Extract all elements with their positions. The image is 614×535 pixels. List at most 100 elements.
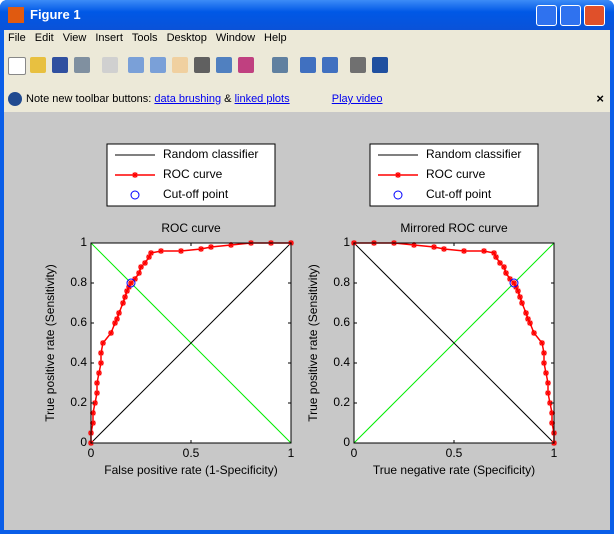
point-marker	[517, 294, 523, 300]
menu-item[interactable]: File	[8, 32, 26, 44]
axes-title: ROC curve	[161, 221, 221, 235]
minimize-button[interactable]	[536, 5, 557, 26]
tool-print[interactable]	[74, 57, 90, 73]
point-marker	[120, 300, 126, 306]
menu-item[interactable]: Tools	[132, 32, 158, 44]
x-axis-label: True negative rate (Specificity)	[373, 463, 535, 477]
page: Figure 1 File Edit View Insert Tools Desktop W…	[0, 0, 614, 534]
info-icon	[8, 92, 22, 106]
tool-pan[interactable]	[172, 57, 188, 73]
x-tick-label: 0.5	[446, 446, 463, 460]
legend-label: ROC curve	[163, 167, 223, 181]
x-tick-label: 1	[551, 446, 558, 460]
tool-new[interactable]	[8, 57, 26, 75]
tool-brush[interactable]	[238, 57, 254, 73]
window: Figure 1 File Edit View Insert Tools Desktop W…	[0, 0, 614, 534]
point-marker	[545, 380, 551, 386]
x-tick-label: 0.5	[183, 446, 200, 460]
point-marker	[503, 270, 509, 276]
menu-item[interactable]: View	[63, 32, 87, 44]
point-marker	[539, 340, 545, 346]
legend-label: ROC curve	[426, 167, 486, 181]
y-tick-label: 0.8	[70, 275, 87, 289]
legend-swatch-marker	[395, 172, 401, 178]
y-tick-label: 0.2	[333, 395, 350, 409]
y-tick-label: 0.6	[70, 315, 87, 329]
x-tick-label: 0	[351, 446, 358, 460]
point-marker	[481, 248, 487, 254]
point-marker	[531, 330, 537, 336]
x-axis-label: False positive rate (1-Specificity)	[104, 463, 277, 477]
point-marker	[491, 250, 497, 256]
point-marker	[94, 390, 100, 396]
maximize-button[interactable]	[560, 5, 581, 26]
tool-open[interactable]	[30, 57, 46, 73]
point-marker	[461, 248, 467, 254]
menu-bar: File Edit View Insert Tools Desktop Window Help	[4, 32, 292, 50]
y-tick-label: 0	[343, 435, 350, 449]
y-axis-label: True positive rate (Sensitivity)	[43, 264, 57, 422]
info-note: Note new toolbar buttons:	[26, 93, 151, 105]
window-title: Figure 1	[30, 7, 81, 22]
link-data-brushing[interactable]: data brushing	[154, 93, 221, 105]
y-tick-label: 0.8	[333, 275, 350, 289]
tool-rotate[interactable]	[194, 57, 210, 73]
point-marker	[431, 244, 437, 250]
toolbar	[4, 52, 610, 78]
y-tick-label: 0.2	[70, 395, 87, 409]
link-play-video[interactable]: Play video	[332, 93, 383, 105]
point-marker	[497, 260, 503, 266]
y-tick-label: 0.6	[333, 315, 350, 329]
y-tick-label: 1	[80, 235, 87, 249]
menu-item[interactable]: Desktop	[167, 32, 207, 44]
tool-datacursor[interactable]	[216, 57, 232, 73]
figure-canvas: 0 0.5 1 0 0.2 0.4 0.6 0.8 1 ROC curve False positi…	[4, 112, 610, 530]
x-tick-label: 0	[88, 446, 95, 460]
tool-save[interactable]	[52, 57, 68, 73]
tool-legend[interactable]	[322, 57, 338, 73]
title-bar: Figure 1	[0, 0, 614, 30]
point-marker	[198, 246, 204, 252]
tool-zoom-in[interactable]	[128, 57, 144, 73]
tool-show[interactable]	[372, 57, 388, 73]
legend-label: Random classifier	[163, 147, 258, 161]
point-marker	[114, 316, 120, 322]
point-marker	[94, 380, 100, 386]
point-marker	[148, 250, 154, 256]
info-close[interactable]: ×	[596, 88, 604, 110]
point-marker	[96, 370, 102, 376]
info-amp: &	[224, 93, 231, 105]
point-marker	[541, 360, 547, 366]
point-marker	[543, 370, 549, 376]
point-marker	[98, 350, 104, 356]
tool-arrow[interactable]	[102, 57, 118, 73]
axes-title: Mirrored ROC curve	[400, 221, 508, 235]
legend-label: Random classifier	[426, 147, 521, 161]
menu-item[interactable]: Insert	[95, 32, 123, 44]
legend-swatch-marker	[132, 172, 138, 178]
point-marker	[523, 310, 529, 316]
menu-item[interactable]: Help	[264, 32, 287, 44]
point-marker	[136, 270, 142, 276]
y-axis-label: True positive rate (Sensitivity)	[306, 264, 320, 422]
x-tick-label: 1	[288, 446, 295, 460]
point-marker	[108, 330, 114, 336]
legend-label: Cut-off point	[426, 187, 492, 201]
point-marker	[116, 310, 122, 316]
point-marker	[158, 248, 164, 254]
point-marker	[98, 360, 104, 366]
figure-area: 0 0.5 1 0 0.2 0.4 0.6 0.8 1 ROC curve False positi…	[4, 112, 610, 530]
close-button[interactable]	[584, 5, 605, 26]
tool-zoom-out[interactable]	[150, 57, 166, 73]
point-marker	[525, 316, 531, 322]
tool-colorbar[interactable]	[300, 57, 316, 73]
tool-hide[interactable]	[350, 57, 366, 73]
app-icon	[8, 7, 24, 23]
link-linked-plots[interactable]: linked plots	[235, 93, 290, 105]
y-tick-label: 0	[80, 435, 87, 449]
menu-item[interactable]: Edit	[35, 32, 54, 44]
point-marker	[541, 350, 547, 356]
tool-link[interactable]	[272, 57, 288, 73]
menu-item[interactable]: Window	[216, 32, 255, 44]
y-tick-label: 0.4	[70, 355, 87, 369]
